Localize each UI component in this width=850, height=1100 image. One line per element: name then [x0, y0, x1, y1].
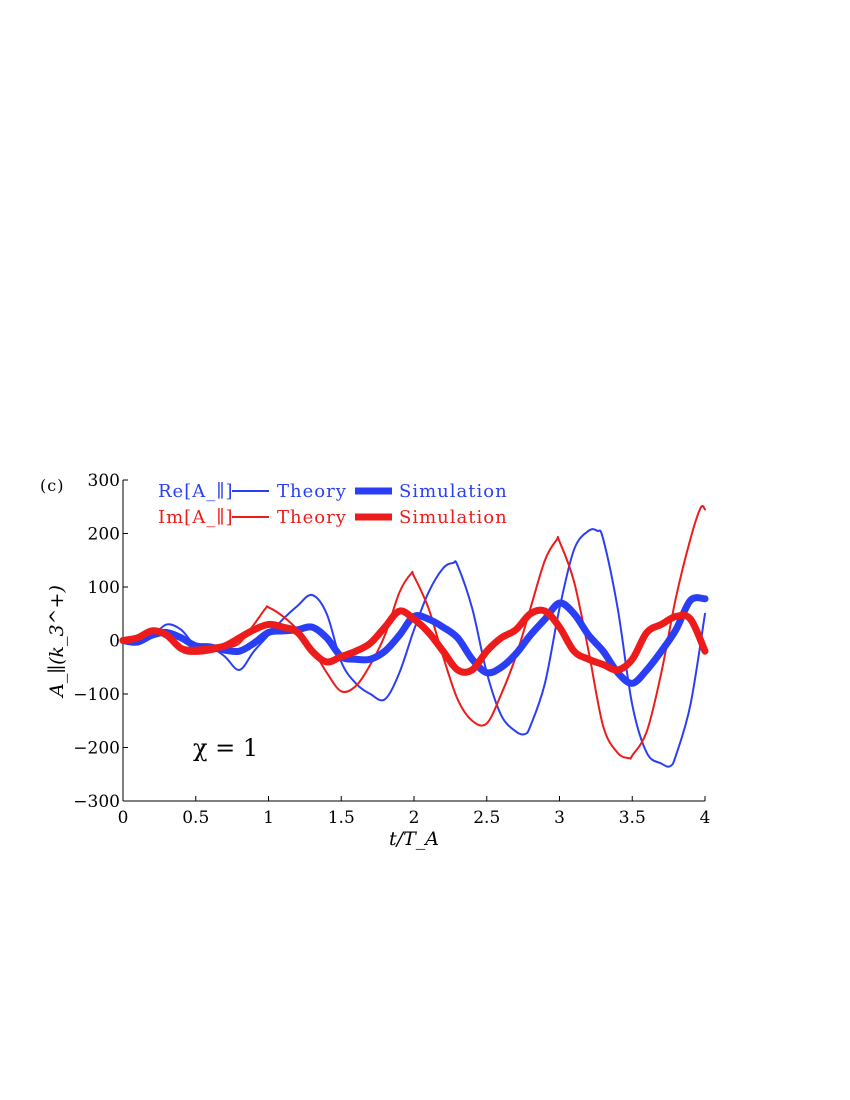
y-tick-label: −300 — [73, 792, 120, 812]
legend-re-theory-label: Theory — [277, 481, 347, 502]
x-tick-label: 2 — [409, 808, 420, 828]
y-tick-label: −200 — [73, 739, 120, 759]
series-group — [119, 504, 709, 768]
legend-im-theory-label: Theory — [277, 507, 347, 528]
legend-re-label: Re[A_∥] — [158, 481, 234, 502]
x-tick-label: 0.5 — [182, 808, 209, 828]
panel-label: (c) — [40, 476, 64, 495]
y-tick-label: −100 — [73, 685, 120, 705]
x-tick-label: 3.5 — [619, 808, 646, 828]
legend-re-simulation-label: Simulation — [399, 481, 508, 502]
x-tick-label: 3 — [554, 808, 565, 828]
x-tick-label: 0 — [118, 808, 129, 828]
x-tick-label: 1.5 — [328, 808, 355, 828]
legend: Re[A_∥] Theory Simulation Im[A_∥] Theory… — [158, 481, 508, 528]
y-tick-label: 200 — [88, 525, 120, 545]
re-theory-series-line — [122, 528, 706, 768]
im-simulation-series-line — [119, 606, 709, 676]
x-tick-label: 1 — [263, 808, 274, 828]
x-tick-label: 4 — [700, 808, 711, 828]
x-tick-label: 2.5 — [473, 808, 500, 828]
y-tick-label: 300 — [88, 471, 120, 491]
y-tick-label: 0 — [109, 632, 120, 652]
im-theory-series-line — [122, 504, 706, 760]
y-axis-label: A_∥(k_3^+) — [46, 585, 68, 699]
y-tick-label: 100 — [88, 578, 120, 598]
x-axis-label: t/T_A — [389, 828, 439, 850]
legend-im-simulation-label: Simulation — [399, 507, 508, 528]
axes: 0 0.5 1 1.5 2 2.5 3 3.5 4 300 200 100 0 −100 −200 −300 — [73, 471, 710, 828]
chi-annotation: χ = 1 — [193, 734, 258, 762]
legend-im-label: Im[A_∥] — [158, 507, 234, 528]
